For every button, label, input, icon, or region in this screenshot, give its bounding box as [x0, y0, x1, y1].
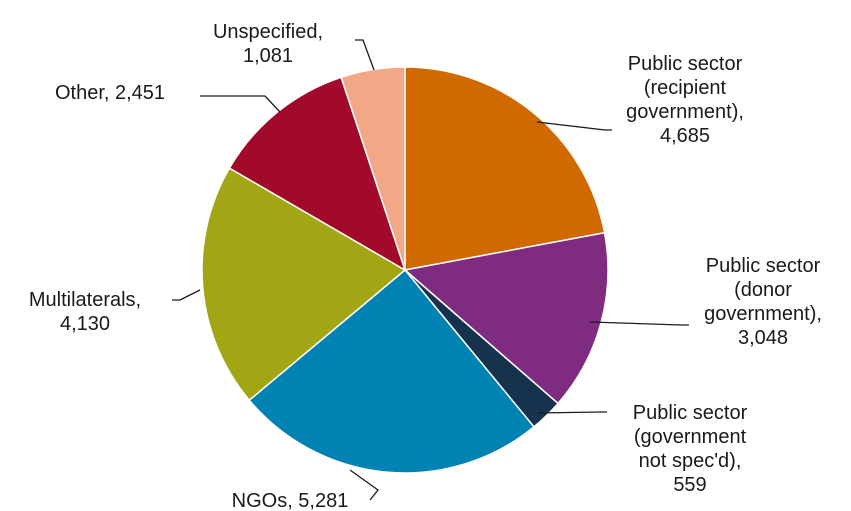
leader-line — [589, 321, 689, 326]
slice-label-line: 3,048 — [738, 327, 788, 349]
leader-line — [536, 121, 612, 131]
slice-label: Public sector (government not spec'd), 559 — [633, 402, 748, 496]
leader-line — [349, 469, 379, 501]
slice-label-line: government), — [704, 303, 822, 325]
slice-label-line: Public sector — [628, 53, 743, 75]
pie-slice — [248, 268, 535, 474]
slice-label: Public sector (recipient government), 4,685 — [626, 53, 744, 147]
slice-label-line: Other, 2,451 — [55, 82, 165, 104]
slice-label-line: Unspecified, — [213, 21, 323, 43]
leader-line — [537, 411, 607, 414]
slice-label: Public sector (donor government), 3,048 — [704, 255, 822, 349]
slice-label-line: Public sector — [706, 255, 821, 277]
leader-line — [200, 95, 281, 113]
slice-label-line: government), — [626, 101, 744, 123]
slice-label: NGOs, 5,281 — [232, 490, 349, 511]
slice-label: Unspecified, 1,081 — [213, 21, 323, 67]
slice-label-line: Public sector — [633, 402, 748, 424]
pie-slice — [404, 66, 606, 271]
leader-lines — [172, 39, 689, 501]
slice-label-line: (government — [634, 426, 747, 448]
leader-line — [355, 39, 375, 71]
slice-label-line: NGOs, 5,281 — [232, 490, 349, 511]
pie-slice — [403, 231, 609, 405]
slice-label-line: 4,685 — [660, 125, 710, 147]
slice-label: Other, 2,451 — [55, 82, 165, 104]
pie-slice — [340, 66, 406, 271]
slice-labels: Public sector (recipient government), 4,685… — [29, 21, 822, 511]
slice-label: Multilaterals, 4,130 — [29, 289, 141, 335]
pie-slice — [228, 76, 407, 272]
slice-label-line: not spec'd), — [639, 450, 742, 472]
slice-label-line: Multilaterals, — [29, 289, 141, 311]
pie-slice — [201, 167, 407, 402]
leader-line — [172, 289, 201, 301]
slice-label-line: (recipient — [644, 77, 727, 99]
slice-label-line: 1,081 — [243, 45, 293, 67]
pie-slices — [201, 66, 609, 474]
slice-label-line: 559 — [673, 474, 706, 496]
slice-label-line: 4,130 — [60, 313, 110, 335]
slice-label-line: (donor — [734, 279, 792, 301]
